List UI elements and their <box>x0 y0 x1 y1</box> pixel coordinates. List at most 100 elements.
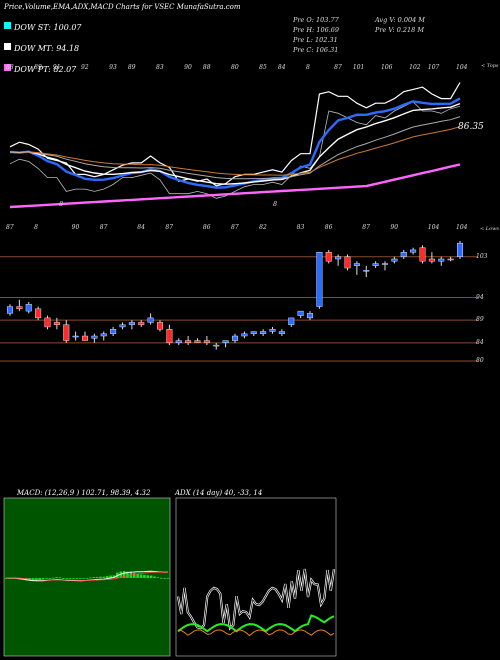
legend-label-st: DOW ST: 100.07 <box>14 23 82 32</box>
bottoms-label: 87 <box>6 224 14 231</box>
adx-line <box>177 614 335 633</box>
tops-label: 80 <box>231 64 239 71</box>
tops-label: 92 <box>81 64 89 71</box>
candle-body <box>222 340 229 344</box>
macd-histogram-bar <box>38 578 42 580</box>
tops-label: 102 <box>409 64 421 71</box>
top-panel <box>9 82 461 209</box>
ema-mid-line <box>9 102 461 185</box>
bottoms-label: 86 <box>202 224 211 231</box>
candle-body <box>81 335 88 341</box>
candle-body <box>175 340 182 344</box>
tops-label: 93 <box>109 64 117 71</box>
tops-label: 101 <box>352 64 365 71</box>
ema-200-line <box>9 163 461 209</box>
macd-histogram-bar <box>102 576 106 578</box>
bottoms-label: 87 <box>165 224 174 231</box>
candle-body <box>382 263 389 265</box>
adx-label: ADX (14 day) 40, -33, 14 <box>175 489 263 497</box>
candle-body <box>63 324 70 341</box>
tops-label: 83 <box>156 64 164 71</box>
macd-histogram-bar <box>146 575 150 578</box>
candle-body <box>44 317 51 328</box>
candle-body <box>316 251 323 307</box>
chart-title: Price,Volume,EMA,ADX,MACD Charts for VSE… <box>4 3 241 11</box>
candle-body <box>288 317 295 325</box>
candle-body <box>363 270 370 272</box>
candle-body <box>203 340 210 344</box>
candle-body <box>438 258 445 262</box>
price-level-label: 89 <box>476 316 484 324</box>
candle-body <box>147 317 154 323</box>
tops-label: 104 <box>456 64 468 71</box>
legend: DOW ST: 100.07 DOW MT: 94.18 DOW PT: 82.… <box>4 15 82 76</box>
adx-panel <box>175 497 337 657</box>
candle-body <box>166 329 173 344</box>
macd-histogram-bar <box>41 578 45 580</box>
macd-histogram-bar <box>95 576 99 578</box>
bottoms-label: 90 <box>71 224 80 231</box>
bottoms-label: 87 <box>362 224 370 231</box>
macd-histogram-bar <box>65 578 69 579</box>
candle-body <box>419 247 426 262</box>
macd-histogram-bar <box>109 575 112 578</box>
macd-histogram-bar <box>126 571 129 578</box>
candle-body <box>241 333 248 337</box>
candle-body <box>335 256 342 260</box>
prev-close: Pre C: 106.31 <box>293 46 339 54</box>
macd-histogram-bar <box>143 575 146 578</box>
candle-body <box>400 251 407 257</box>
bottoms-label: 84 <box>137 224 145 231</box>
candle-body <box>213 344 220 347</box>
candle-body <box>410 249 417 253</box>
macd-histogram-bar <box>153 576 156 578</box>
candle-body <box>353 263 360 266</box>
macd-histogram-bar <box>132 573 136 578</box>
candle-body <box>25 304 32 312</box>
tops-label: 107 <box>427 64 440 71</box>
tops-label: 89 <box>34 64 42 71</box>
macd-histogram-bar <box>99 576 102 578</box>
tops-label: 85 <box>259 64 267 71</box>
candle-body <box>72 335 79 338</box>
candle-body <box>297 310 304 316</box>
macd-label: MACD: (12,26,9 ) 102.71, 98.39, 4.32 <box>17 489 151 497</box>
lows-corner-label: < Lows <box>480 226 499 232</box>
macd-histogram-bar <box>82 578 85 579</box>
macd-histogram-bar <box>139 574 143 578</box>
avg-volume: Avg V: 0.004 M <box>375 16 425 24</box>
macd-background <box>3 497 171 657</box>
candle-body <box>269 329 276 332</box>
candle-body <box>110 329 117 334</box>
legend-label-mt: DOW MT: 94.18 <box>14 44 80 53</box>
ema-long-line <box>9 116 461 180</box>
macd-histogram-bar <box>166 577 170 579</box>
macd-histogram-bar <box>105 576 109 578</box>
legend-swatch-mt <box>4 43 11 50</box>
ema-value-label: 86.35 <box>458 122 484 132</box>
candle-body <box>325 251 332 262</box>
prev-high: Pre H: 106.69 <box>293 26 340 34</box>
tops-label: 8 <box>306 64 310 71</box>
candle-body <box>344 256 351 269</box>
price-level-label: 84 <box>476 338 484 346</box>
candle-body <box>250 331 257 334</box>
macd-histogram-bar <box>78 578 82 579</box>
candle-body <box>6 306 13 314</box>
legend-item-pt: DOW PT: 82.07 <box>4 57 82 76</box>
macd-histogram-bar <box>136 573 139 578</box>
minus-di-line <box>177 629 335 637</box>
legend-swatch-st <box>4 22 11 29</box>
macd-histogram-bar <box>62 578 65 579</box>
candle-body <box>53 322 60 325</box>
candle-body <box>16 306 23 310</box>
tops-label: 88 <box>6 64 14 71</box>
macd-histogram-bar <box>156 577 160 579</box>
price-level-label: 80 <box>476 356 484 364</box>
macd-signal-line <box>6 571 169 581</box>
macd-histogram-bar <box>89 577 92 579</box>
macd-histogram-bar <box>119 571 123 578</box>
candle-body <box>138 322 145 325</box>
price-low-line <box>9 101 461 199</box>
